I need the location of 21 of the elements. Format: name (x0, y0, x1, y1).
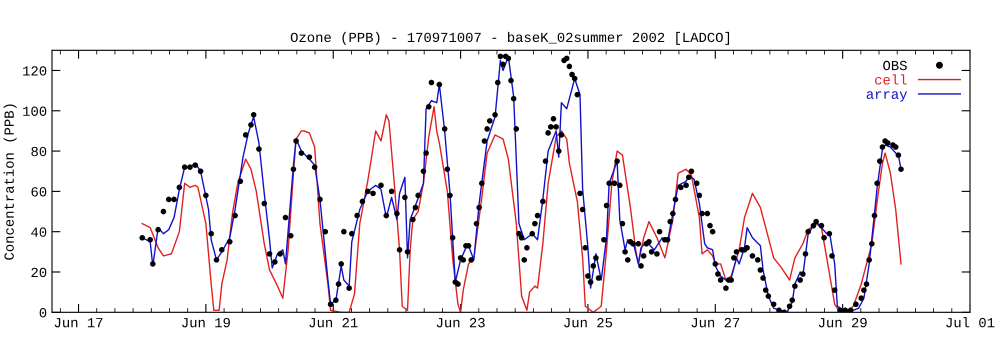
y-tick-label: 0 (40, 308, 46, 318)
x-tick-label: Jun 21 (309, 318, 358, 328)
legend-label: array (866, 91, 908, 102)
x-tick-label: Jun 27 (691, 318, 740, 328)
x-tick-label: Jun 29 (818, 318, 867, 328)
legend-label: cell (875, 74, 907, 85)
x-tick-label: Jun 17 (54, 318, 102, 328)
line-series (142, 106, 902, 312)
y-axis-title: Concentration (PPB) (4, 104, 17, 260)
x-tick-label: Jul 01 (946, 317, 994, 328)
y-tick-label: 80 (31, 146, 46, 156)
y-tick-label: 120 (23, 66, 46, 76)
y-tick-label: 100 (23, 106, 46, 116)
x-tick-label: Jun 25 (564, 318, 612, 328)
legend-label: OBS (883, 60, 907, 70)
x-tick-label: Jun 19 (182, 318, 230, 328)
y-tick-label: 60 (31, 187, 46, 197)
y-tick-label: 20 (31, 268, 46, 278)
x-tick-label: Jun 23 (436, 318, 485, 328)
chart-title: Ozone (PPB) - 170971007 - baseK_02summer 2002 [LADCO] (290, 32, 730, 45)
y-tick-label: 40 (31, 227, 46, 237)
